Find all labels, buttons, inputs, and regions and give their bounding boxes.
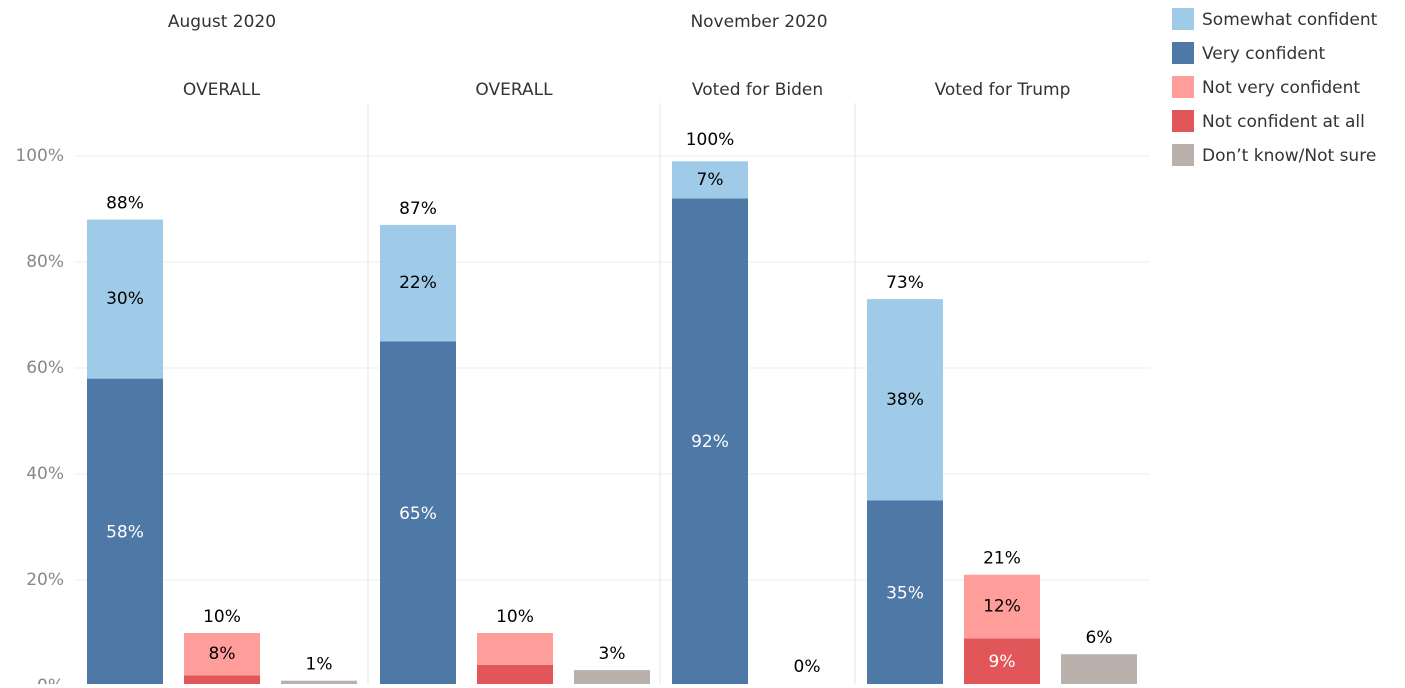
y-tick-label: 60% bbox=[26, 358, 64, 378]
legend-label: Very confident bbox=[1202, 44, 1325, 64]
legend-label: Not very confident bbox=[1202, 78, 1360, 98]
bar-segment bbox=[1061, 654, 1137, 686]
bar-segment bbox=[867, 299, 943, 501]
bar-segment bbox=[672, 161, 748, 199]
data-label: 1% bbox=[306, 655, 333, 675]
legend-swatch bbox=[1172, 144, 1194, 166]
bar-segment bbox=[281, 680, 357, 686]
bar-segment bbox=[477, 633, 553, 665]
panel-title: OVERALL bbox=[475, 80, 553, 100]
bar-segment bbox=[574, 670, 650, 686]
bar-segment bbox=[477, 664, 553, 686]
data-label: 58% bbox=[106, 522, 144, 542]
y-tick-label: 40% bbox=[26, 464, 64, 484]
data-label: 9% bbox=[989, 652, 1016, 672]
total-label: 100% bbox=[686, 130, 735, 150]
legend-label: Somewhat confident bbox=[1202, 10, 1378, 30]
data-label: 35% bbox=[886, 583, 924, 603]
bar-segment bbox=[87, 378, 163, 686]
data-label: 6% bbox=[1086, 628, 1113, 648]
total-label: 10% bbox=[496, 607, 534, 627]
data-label: 38% bbox=[886, 390, 924, 410]
bar-segment bbox=[87, 219, 163, 379]
bar-segment bbox=[867, 500, 943, 686]
bar-segment bbox=[184, 675, 260, 686]
panel-title: OVERALL bbox=[183, 80, 261, 100]
legend-swatch bbox=[1172, 8, 1194, 30]
group-title: November 2020 bbox=[690, 12, 827, 32]
panel-title: Voted for Trump bbox=[935, 80, 1071, 100]
bar-segment bbox=[380, 341, 456, 686]
y-tick-label: 0% bbox=[37, 676, 64, 684]
bar-segment bbox=[672, 198, 748, 686]
total-label: 0% bbox=[794, 657, 821, 677]
y-tick-label: 20% bbox=[26, 570, 64, 590]
bar-segment bbox=[964, 638, 1040, 686]
bar-segment bbox=[964, 574, 1040, 639]
total-label: 10% bbox=[203, 607, 241, 627]
legend-swatch bbox=[1172, 42, 1194, 64]
legend-swatch bbox=[1172, 110, 1194, 132]
legend-swatch bbox=[1172, 76, 1194, 98]
total-label: 21% bbox=[983, 549, 1021, 569]
legend-label: Don’t know/Not sure bbox=[1202, 146, 1376, 166]
y-tick-label: 100% bbox=[15, 146, 64, 166]
y-tick-label: 80% bbox=[26, 252, 64, 272]
data-label: 8% bbox=[209, 644, 236, 664]
total-label: 73% bbox=[886, 273, 924, 293]
total-label: 87% bbox=[399, 199, 437, 219]
data-label: 65% bbox=[399, 504, 437, 524]
total-label: 88% bbox=[106, 194, 144, 214]
group-title: August 2020 bbox=[168, 12, 276, 32]
data-label: 30% bbox=[106, 289, 144, 309]
data-label: 22% bbox=[399, 273, 437, 293]
bar-segment bbox=[380, 224, 456, 342]
panel-title: Voted for Biden bbox=[692, 80, 823, 100]
bar-segment bbox=[184, 633, 260, 676]
data-label: 12% bbox=[983, 597, 1021, 617]
data-label: 92% bbox=[691, 432, 729, 452]
legend-label: Not confident at all bbox=[1202, 112, 1365, 132]
data-label: 7% bbox=[697, 170, 724, 190]
data-label: 3% bbox=[599, 644, 626, 664]
